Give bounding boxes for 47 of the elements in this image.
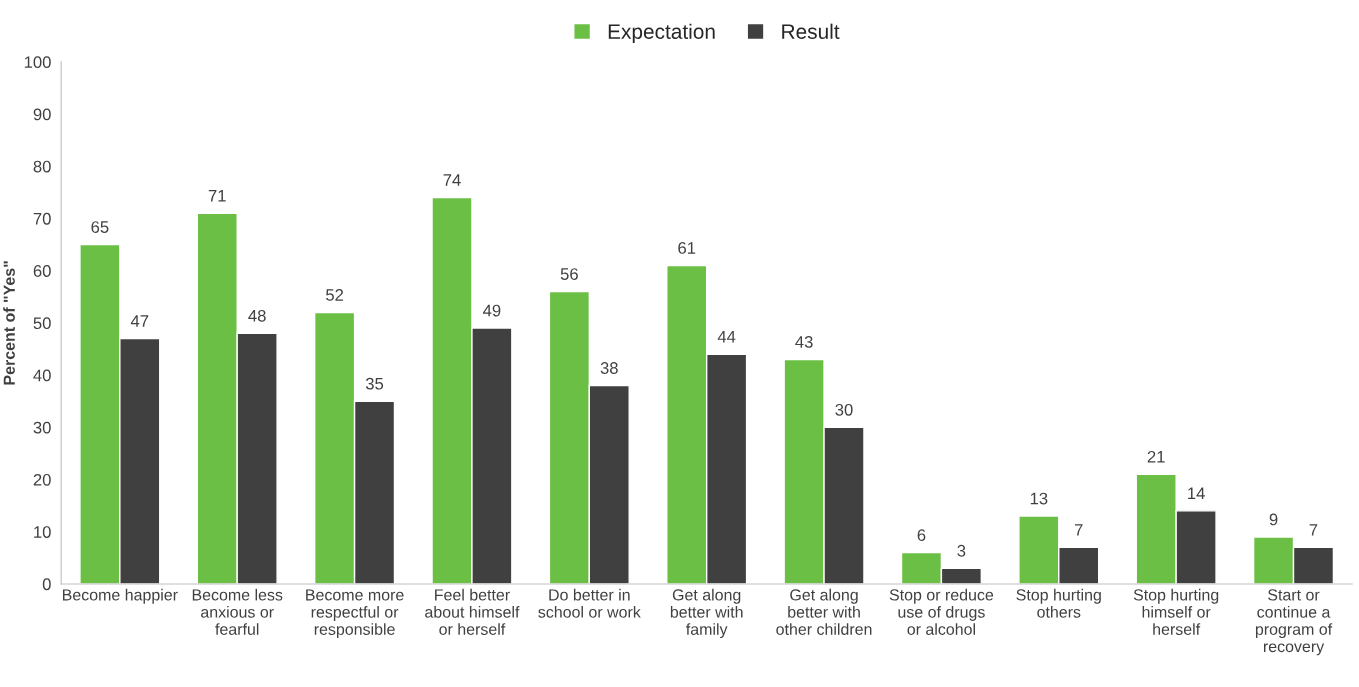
y-axis-title: Percent of "Yes"	[3, 261, 15, 385]
x-tick-label: Stop hurting himself or herself	[1133, 588, 1219, 635]
data-label: 61	[678, 242, 696, 254]
x-tick-label: Become more respectful or responsible	[306, 589, 404, 639]
data-label: 9	[1269, 513, 1278, 526]
y-tick-label: 100	[24, 56, 51, 69]
x-tick-label: Become less anxious or fearful	[192, 588, 283, 635]
y-tick-label: 30	[33, 421, 51, 434]
x-tick-label: Get along better with other children	[776, 588, 872, 635]
data-label: 49	[483, 304, 501, 317]
data-label: 47	[130, 315, 149, 327]
data-label: 14	[1188, 487, 1205, 500]
data-label: 6	[917, 529, 926, 541]
y-tick-label: 0	[42, 578, 51, 591]
x-tick-label: Feel better about himself or herself	[425, 588, 520, 635]
x-tick-label: Do better in school or work	[538, 588, 641, 618]
x-tick-label: Become happier	[63, 588, 178, 604]
data-label: 43	[795, 336, 813, 348]
y-tick-label: 70	[33, 212, 51, 225]
x-tick-label: Stop hurting others	[1016, 588, 1101, 618]
data-label: 30	[835, 403, 853, 416]
y-tick-label: 60	[33, 265, 51, 277]
data-label: 38	[600, 362, 618, 374]
data-label: 48	[248, 309, 266, 322]
y-tick-label: 10	[34, 526, 51, 538]
x-tick-label: Stop or reduce use of drugs or alcohol	[889, 588, 994, 635]
data-label: 44	[717, 330, 736, 343]
x-tick-label: Get along better with family	[670, 588, 743, 639]
data-label: 71	[208, 189, 226, 202]
legend-label: Result	[782, 23, 840, 39]
y-tick-label: 90	[33, 108, 51, 121]
legend-label: Expectation	[608, 23, 715, 44]
data-label: 7	[1309, 524, 1318, 536]
data-label: 21	[1147, 450, 1165, 463]
y-tick-label: 50	[33, 317, 51, 330]
data-label: 65	[91, 221, 109, 233]
y-tick-label: 80	[33, 160, 51, 173]
data-label: 56	[560, 268, 578, 280]
y-tick-label: 20	[33, 473, 51, 486]
data-label: 13	[1030, 492, 1048, 505]
data-label: 3	[957, 544, 966, 557]
data-label: 35	[365, 377, 384, 390]
x-tick-label: Start or continue a program of recovery	[1255, 589, 1333, 656]
y-tick-label: 40	[33, 369, 51, 382]
data-label: 74	[443, 174, 461, 186]
data-label: 7	[1074, 524, 1083, 536]
data-label: 52	[326, 289, 344, 301]
